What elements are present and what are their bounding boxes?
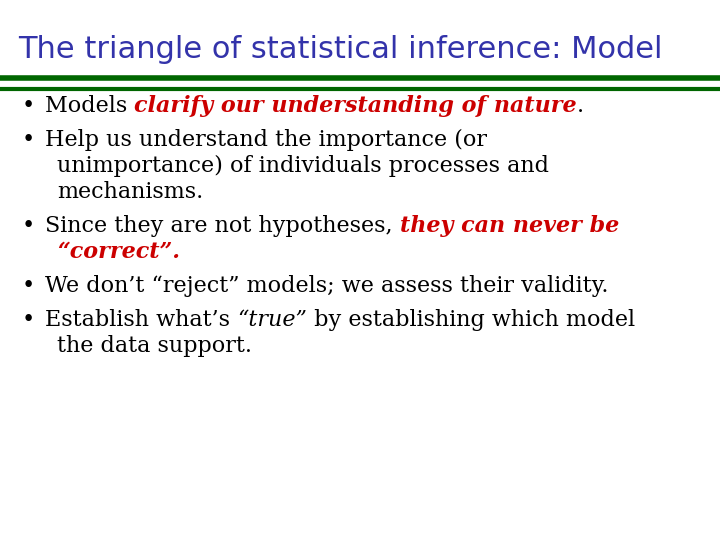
Text: mechanisms.: mechanisms. [57, 181, 203, 203]
Text: •: • [22, 215, 35, 237]
Text: •: • [22, 95, 35, 117]
Text: We don’t “reject” models; we assess their validity.: We don’t “reject” models; we assess thei… [45, 275, 608, 297]
Text: “correct”.: “correct”. [57, 241, 180, 263]
Text: •: • [22, 275, 35, 297]
Text: unimportance) of individuals processes and: unimportance) of individuals processes a… [57, 155, 549, 177]
Text: “true”: “true” [237, 309, 307, 331]
Text: .: . [577, 95, 584, 117]
Text: they can never be: they can never be [400, 215, 619, 237]
Text: Models: Models [45, 95, 135, 117]
Text: The triangle of statistical inference: Model: The triangle of statistical inference: M… [18, 35, 662, 64]
Text: clarify our understanding of nature: clarify our understanding of nature [135, 95, 577, 117]
Text: by establishing which model: by establishing which model [307, 309, 635, 331]
Text: Help us understand the importance (or: Help us understand the importance (or [45, 129, 487, 151]
Text: •: • [22, 309, 35, 331]
Text: Since they are not hypotheses,: Since they are not hypotheses, [45, 215, 400, 237]
Text: •: • [22, 129, 35, 151]
Text: Establish what’s: Establish what’s [45, 309, 237, 331]
Text: the data support.: the data support. [57, 335, 252, 357]
